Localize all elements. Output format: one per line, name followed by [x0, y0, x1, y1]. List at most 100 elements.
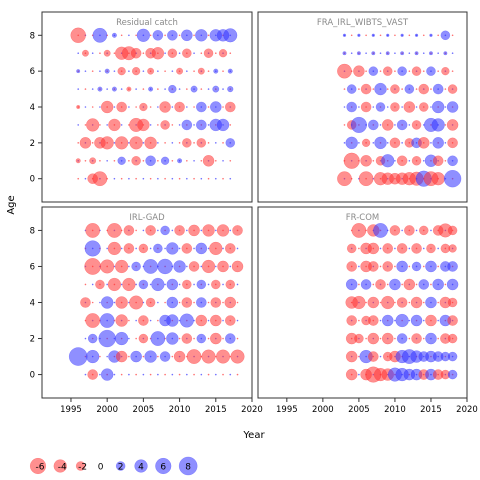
bubble-dot: [99, 70, 101, 72]
residual-bubble: [361, 138, 371, 148]
bubble-dot: [408, 265, 411, 268]
bubble-dot: [408, 70, 411, 72]
bubble-dot: [164, 88, 166, 90]
residual-bubble: [210, 101, 222, 113]
bubble-dot: [135, 106, 137, 108]
bubble-dot: [149, 124, 152, 126]
bubble-dot: [84, 373, 87, 376]
residual-bubble: [131, 261, 141, 272]
residual-bubble: [360, 154, 372, 167]
bubble-dot: [401, 106, 403, 108]
bubble-dot: [379, 337, 382, 340]
bubble-dot: [358, 142, 360, 144]
x-tick-label: 1995: [276, 405, 298, 415]
bubble-dot: [451, 70, 454, 72]
bubble-dot: [84, 70, 87, 72]
panel-1: Residual catch: [41, 11, 253, 203]
bubble-dot: [200, 265, 203, 268]
bubble-dot: [164, 34, 166, 37]
residual-bubble: [381, 314, 394, 327]
bubble-dot: [157, 319, 159, 322]
residual-bubble: [345, 368, 358, 381]
bubble-dot: [207, 142, 210, 144]
residual-bubble: [215, 349, 231, 364]
residual-bubble: [411, 261, 422, 272]
residual-bubble: [382, 243, 394, 254]
residual-bubble: [386, 33, 390, 37]
residual-bubble: [182, 279, 192, 290]
bubble-dot: [358, 373, 360, 376]
residual-bubble: [123, 243, 135, 254]
bubble-dot: [193, 124, 195, 126]
bubble-dot: [430, 142, 432, 144]
residual-bubble: [447, 225, 458, 236]
bubble-dot: [128, 355, 130, 358]
residual-bubble: [85, 313, 101, 328]
bubble-dot: [186, 229, 188, 232]
bubble-dot: [229, 373, 232, 376]
residual-bubble: [360, 83, 372, 95]
bubble-dot: [207, 301, 210, 304]
bubble-dot: [164, 301, 166, 304]
bubble-dot: [99, 355, 101, 358]
bubble-dot: [157, 124, 159, 126]
bubble-dot: [437, 34, 439, 37]
residual-bubble: [429, 33, 433, 37]
bubble-dot: [394, 319, 396, 322]
residual-bubble: [147, 67, 155, 75]
bubble-dot: [120, 124, 123, 126]
bubble-dot: [193, 159, 195, 162]
x-tick-label: 2020: [241, 405, 263, 415]
legend-bubble: [115, 461, 126, 471]
residual-bubble: [367, 332, 380, 345]
bubble-dot: [120, 177, 123, 180]
residual-bubble: [84, 240, 101, 257]
residual-bubble: [181, 243, 193, 254]
bubble-dot: [135, 283, 137, 286]
residual-bubble: [447, 315, 458, 326]
residual-bubble: [390, 102, 400, 112]
residual-bubble: [123, 225, 135, 236]
residual-bubble: [86, 118, 100, 132]
bubble-dot: [193, 52, 195, 55]
residual-bubble: [375, 102, 386, 112]
bubble-dot: [394, 301, 396, 304]
bubble-dot: [207, 106, 210, 108]
residual-bubble: [411, 333, 422, 344]
residual-bubble: [389, 137, 401, 149]
bubble-dot: [186, 106, 188, 108]
bubble-dot: [222, 159, 224, 162]
legend-label: 2: [118, 463, 124, 473]
bubble-dot: [214, 52, 217, 55]
residual-bubble: [337, 63, 352, 79]
residual-bubble: [418, 225, 429, 236]
bubble-dot: [372, 159, 375, 162]
bubble-dot: [365, 70, 367, 72]
residual-bubble: [385, 51, 390, 56]
residual-bubble: [107, 277, 122, 292]
bubble-dot: [142, 88, 145, 90]
bubble-dot: [128, 319, 130, 322]
bubble-dot: [84, 124, 87, 126]
bubble-dot: [113, 52, 116, 55]
residual-bubble: [426, 243, 436, 254]
bubble-dot: [149, 177, 152, 180]
residual-bubble: [148, 86, 154, 92]
panel-title: FRA_IRL_WIBTS_VAST: [317, 18, 409, 28]
bubble-dot: [379, 265, 382, 268]
bubble-dot: [91, 106, 94, 108]
residual-bubble: [195, 29, 208, 42]
residual-bubble: [76, 104, 81, 110]
residual-bubble: [196, 101, 207, 113]
bubble-dot: [142, 142, 145, 144]
bubble-dot: [444, 283, 447, 286]
bubble-dot: [178, 88, 181, 90]
residual-bubble: [75, 158, 81, 164]
residual-bubble: [174, 225, 185, 236]
bubble-dot: [386, 142, 389, 144]
bubble-dot: [186, 265, 188, 268]
bubble-dot: [444, 88, 447, 90]
bubble-dot: [222, 70, 224, 72]
bubble-dot: [207, 70, 210, 72]
bubble-dot: [222, 283, 224, 286]
